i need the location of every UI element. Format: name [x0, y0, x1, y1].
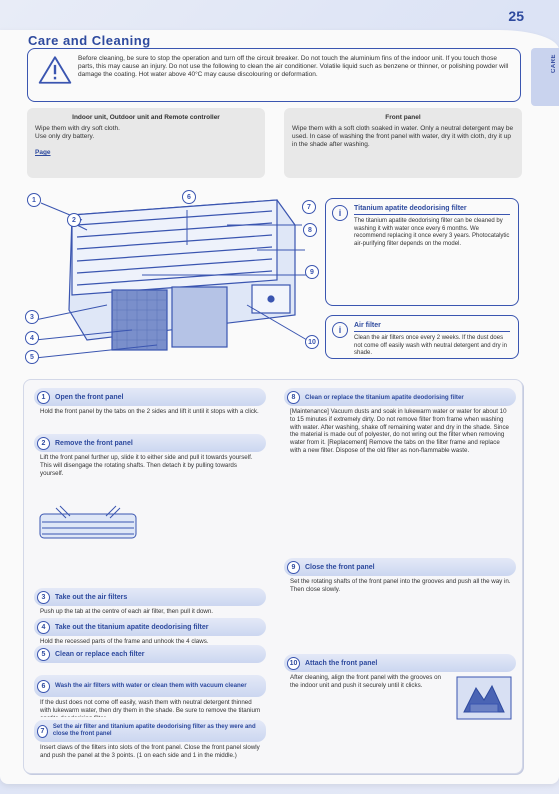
info2-body: Clean the air filters once every 2 weeks… — [354, 335, 510, 358]
callout-1: 1 — [27, 193, 41, 207]
callout-5: 5 — [25, 350, 39, 364]
step-7-bar: 7 Set the air filter and titanium apatit… — [34, 720, 266, 742]
gray-box-indoor: Indoor unit, Outdoor unit and Remote con… — [27, 108, 265, 178]
step-9-num: 9 — [287, 561, 300, 574]
callout-3: 3 — [25, 310, 39, 324]
page-number: 25 — [508, 8, 524, 24]
step-10-num: 10 — [287, 657, 300, 670]
callout-2: 2 — [67, 213, 81, 227]
filter-disposal-illustration — [456, 676, 512, 720]
step-3-num: 3 — [37, 591, 50, 604]
step-10-label: Attach the front panel — [305, 660, 377, 667]
small-diagram-panel — [36, 500, 146, 546]
step-9-label: Close the front panel — [305, 564, 375, 571]
callout-8: 8 — [303, 223, 317, 237]
step-8-num: 8 — [287, 391, 300, 404]
callout-6: 6 — [182, 190, 196, 204]
page-title: Care and Cleaning — [28, 33, 151, 48]
callout-10: 10 — [305, 335, 319, 349]
step-7-num: 7 — [37, 725, 48, 738]
info-box-air-filter: i Air filter Clean the air filters once … — [325, 315, 519, 359]
step-5-num: 5 — [37, 648, 50, 661]
step-7-body: Insert claws of the filters into slots o… — [40, 744, 266, 768]
info-box-deodorising-filter: i Titanium apatite deodorising filter Th… — [325, 198, 519, 306]
gray-right-body: Wipe them with a soft cloth soaked in wa… — [292, 125, 514, 149]
info-icon: i — [332, 205, 348, 221]
step-2-num: 2 — [37, 437, 50, 450]
step-9-body: Set the rotating shafts of the front pan… — [290, 578, 516, 650]
step-6-bar: 6 Wash the air filters with water or cle… — [34, 675, 266, 697]
callout-7: 7 — [302, 200, 316, 214]
step-6-num: 6 — [37, 680, 50, 693]
warning-text: Before cleaning, be sure to stop the ope… — [78, 55, 512, 79]
step-10-bar: 10 Attach the front panel — [284, 654, 516, 672]
step-5-label: Clean or replace each filter — [55, 651, 144, 658]
gray-right-title: Front panel — [292, 114, 514, 122]
step-3-label: Take out the air filters — [55, 594, 127, 601]
info-icon: i — [332, 322, 348, 338]
gray-left-body2: Use only dry battery. — [35, 133, 257, 141]
caution-icon — [38, 55, 72, 85]
step-1-body: Hold the front panel by the tabs on the … — [40, 408, 266, 416]
callout-4: 4 — [25, 331, 39, 345]
step-1-num: 1 — [37, 391, 50, 404]
callout-9: 9 — [305, 265, 319, 279]
step-1-bar: 1 Open the front panel — [34, 388, 266, 406]
step-8-body: [Maintenance] Vacuum dusts and soak in l… — [290, 408, 516, 550]
step-4-label: Take out the titanium apatite deodorisin… — [55, 624, 209, 631]
step-7-label: Set the air filter and titanium apatite … — [53, 724, 266, 737]
step-3-body: Push up the tab at the centre of each ai… — [40, 608, 266, 618]
step-10-body: After cleaning, align the front panel wi… — [290, 674, 450, 714]
step-8-bar: 8 Clean or replace the titanium apatite … — [284, 388, 516, 406]
info1-body: The titanium apatite deodorising filter … — [354, 218, 510, 248]
step-2-bar: 2 Remove the front panel — [34, 434, 266, 452]
step-6-body: If the dust does not come off easily, wa… — [40, 699, 266, 717]
gray-left-title: Indoor unit, Outdoor unit and Remote con… — [35, 114, 257, 122]
warning-box: Before cleaning, be sure to stop the ope… — [27, 48, 521, 102]
side-tab-label: CARE — [551, 54, 557, 73]
step-4-num: 4 — [37, 621, 50, 634]
gray-box-front-panel: Front panel Wipe them with a soft cloth … — [284, 108, 522, 178]
step-3-bar: 3 Take out the air filters — [34, 588, 266, 606]
gray-left-body1: Wipe them with dry soft cloth. — [35, 125, 257, 133]
steps-panel: 1 Open the front panel Hold the front pa… — [23, 379, 523, 774]
step-2-body: Lift the front panel further up, slide i… — [40, 454, 266, 477]
info2-title: Air filter — [354, 322, 510, 332]
step-9-bar: 9 Close the front panel — [284, 558, 516, 576]
step-5-bar: 5 Clean or replace each filter — [34, 645, 266, 663]
unit-diagram: 1 2 3 4 5 6 7 8 9 10 — [27, 195, 317, 370]
step-6-label: Wash the air filters with water or clean… — [55, 683, 247, 690]
step-8-label: Clean or replace the titanium apatite de… — [305, 394, 464, 401]
step-4-bar: 4 Take out the titanium apatite deodoris… — [34, 618, 266, 636]
info1-title: Titanium apatite deodorising filter — [354, 205, 510, 215]
step-2-label: Remove the front panel — [55, 440, 133, 447]
page-link[interactable]: Page — [35, 149, 51, 156]
side-tab: CARE — [531, 48, 559, 106]
step-1-label: Open the front panel — [55, 394, 123, 401]
